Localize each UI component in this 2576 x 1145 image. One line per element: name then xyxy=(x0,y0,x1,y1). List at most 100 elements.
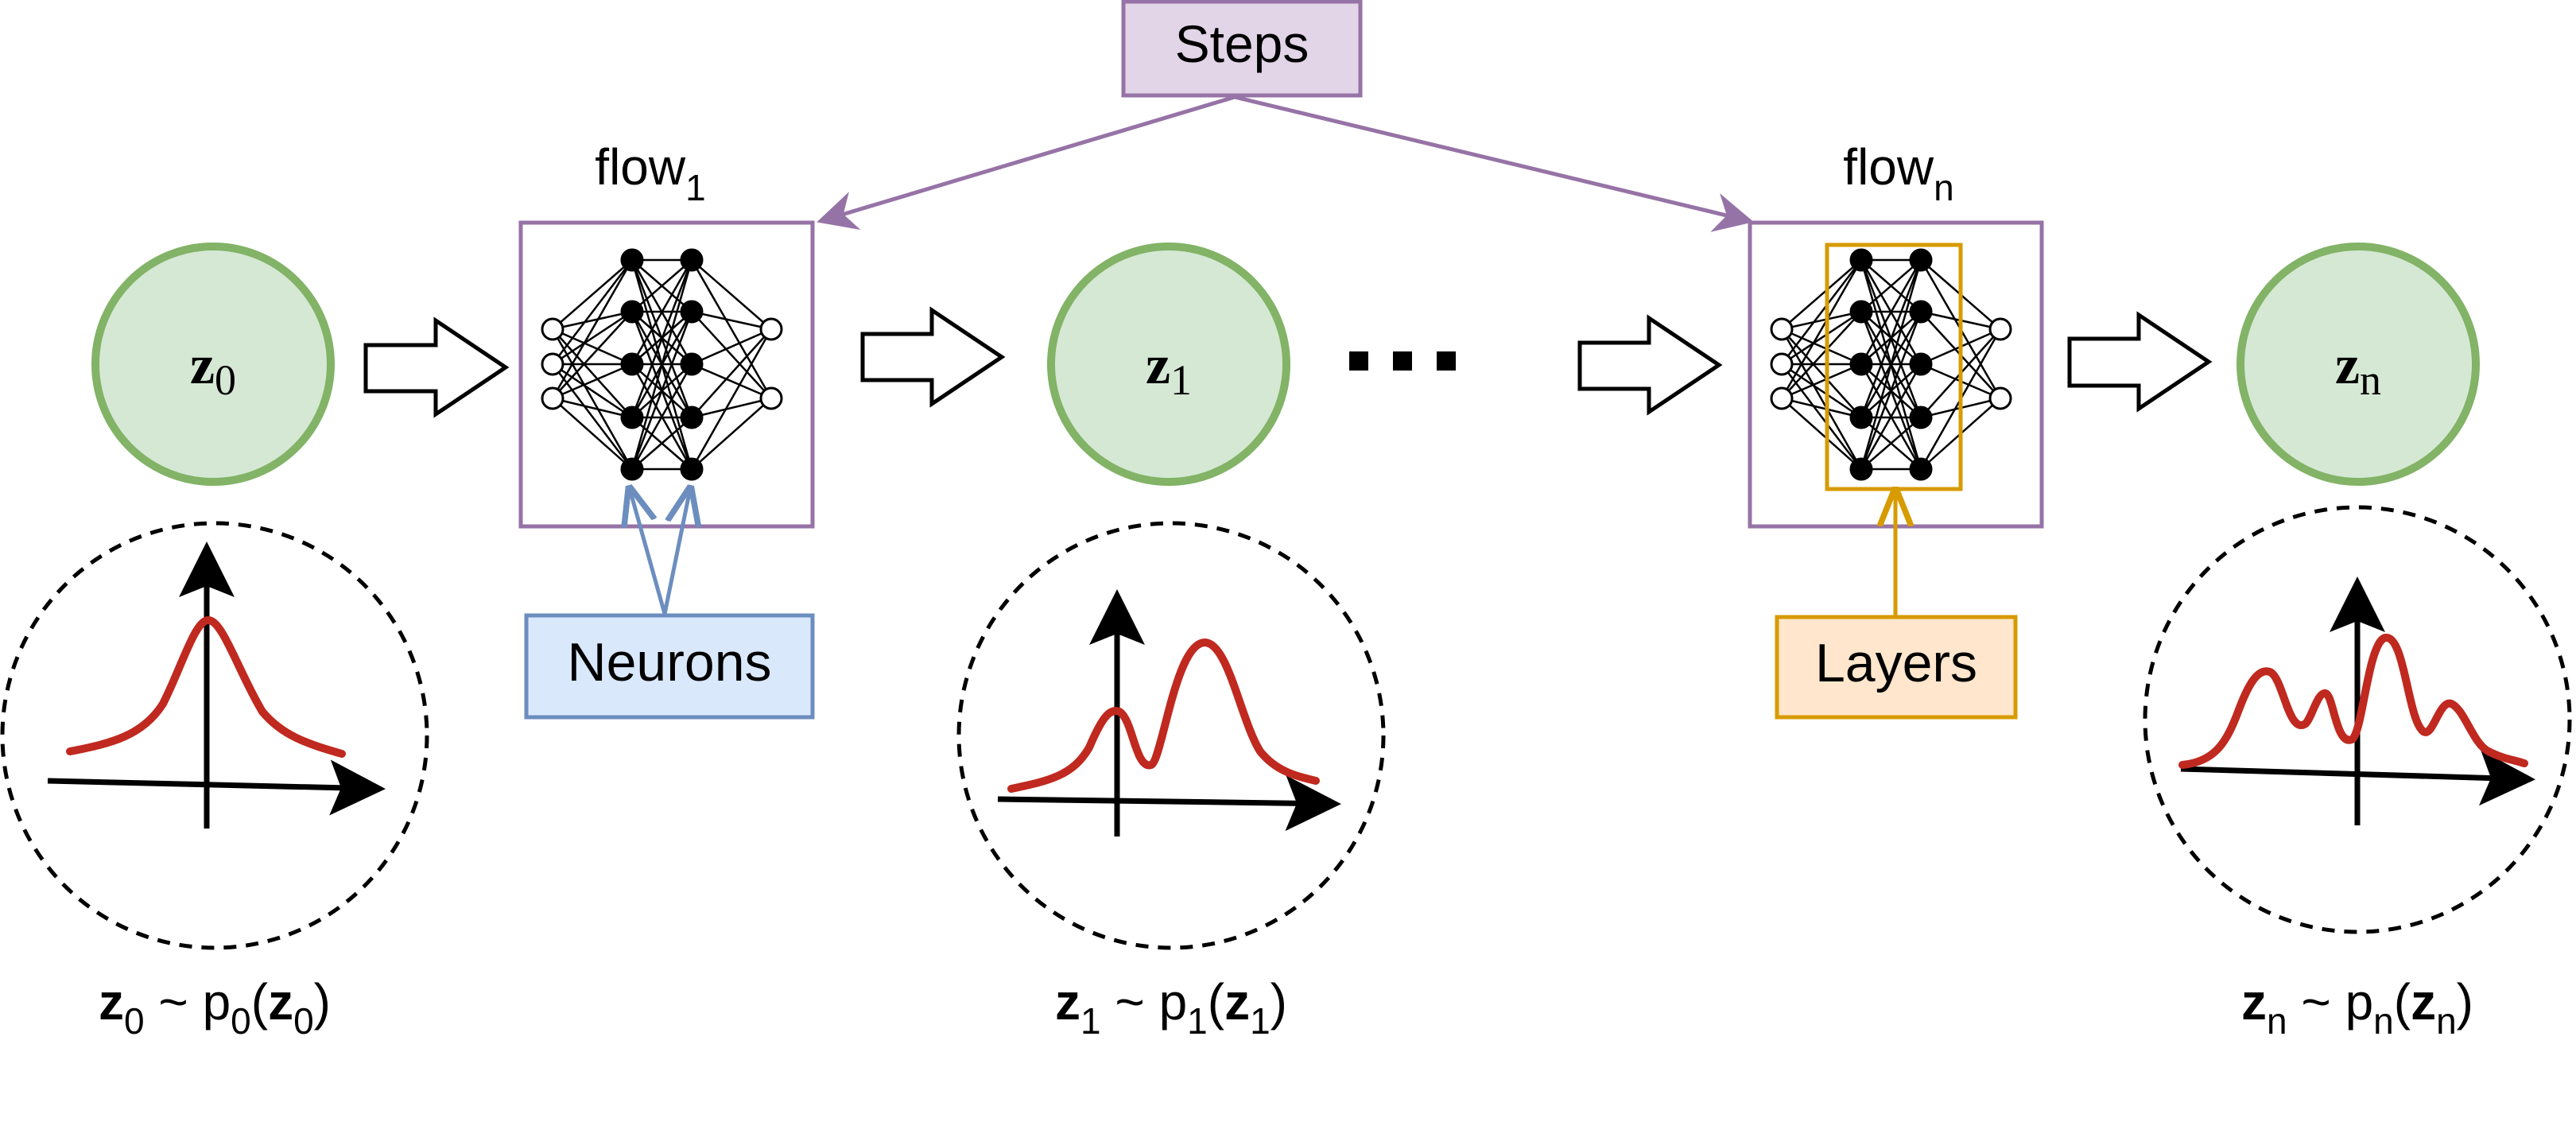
block-arrow-flow-to-zn xyxy=(2067,311,2213,413)
nn-connection xyxy=(631,259,692,312)
nn-connection xyxy=(691,363,772,400)
steps-label: Steps xyxy=(1175,14,1309,73)
layers-label: Layers xyxy=(1815,633,1977,693)
nn-connection xyxy=(691,310,772,331)
steps-arrow-to-flow-last xyxy=(1234,95,1754,232)
flow-last-label: flown xyxy=(1843,138,1953,208)
nn-connection xyxy=(552,363,633,400)
neural-network-first xyxy=(541,248,783,481)
nn-neuron xyxy=(759,317,783,341)
nn-neuron xyxy=(620,300,644,324)
nn-connection xyxy=(1781,310,1862,331)
formula-zn: zn ~ pn(zn) xyxy=(2241,973,2473,1042)
nn-connection xyxy=(1781,310,1862,366)
nn-connection xyxy=(552,259,633,365)
nn-connection xyxy=(630,259,693,418)
nn-neuron xyxy=(620,457,644,481)
steps-box: Steps xyxy=(1121,0,1363,98)
nn-neuron xyxy=(680,406,704,429)
formula-z0: z0 ~ p0(z0) xyxy=(99,973,331,1042)
nn-neuron xyxy=(1909,352,1933,376)
node-z1-label: z1 xyxy=(1146,335,1192,404)
block-arrow-flow-to-z1 xyxy=(860,306,1006,408)
node-zn: zn xyxy=(2237,243,2480,486)
steps-arrow-to-flow-first xyxy=(817,95,1236,231)
nn-connection xyxy=(1780,259,1863,399)
nn-neuron xyxy=(1849,406,1873,429)
nn-connection xyxy=(552,328,633,418)
nn-connection xyxy=(691,259,772,330)
neurons-box: Neurons xyxy=(524,613,815,720)
nn-connection xyxy=(552,363,633,470)
nn-connection xyxy=(1781,363,1862,470)
ellipsis-dots xyxy=(1349,351,1456,371)
nn-connection xyxy=(1860,363,1922,470)
nn-connection xyxy=(691,397,772,419)
nn-connection xyxy=(691,311,772,399)
block-arrow-dots-to-flow xyxy=(1577,314,1723,416)
nn-connection xyxy=(552,328,633,366)
nn-connection xyxy=(552,311,633,399)
node-zn-label: zn xyxy=(2335,335,2381,404)
nn-connection xyxy=(1781,328,1862,418)
nn-connection xyxy=(551,328,634,470)
nn-neuron xyxy=(1909,406,1933,429)
nn-neuron xyxy=(680,248,704,272)
nn-connection xyxy=(1860,259,1922,470)
nn-connection xyxy=(631,417,692,470)
nn-connection xyxy=(552,398,633,470)
nn-neuron xyxy=(1770,352,1794,376)
nn-connection xyxy=(690,328,773,470)
nn-connection xyxy=(1860,259,1922,365)
nn-connection xyxy=(1781,397,1862,419)
nn-neuron xyxy=(1770,386,1794,410)
nn-connection xyxy=(630,259,693,470)
nn-connection xyxy=(1780,328,1863,470)
nn-connection xyxy=(690,259,773,399)
distribution-plot-z0 xyxy=(0,521,429,950)
nn-neuron xyxy=(541,352,564,376)
nn-neuron xyxy=(1849,457,1873,481)
formula-z1: z1 ~ p1(z1) xyxy=(1055,973,1287,1042)
nn-neuron xyxy=(1770,317,1794,341)
nn-connection xyxy=(1860,417,1922,470)
nn-connection xyxy=(630,363,693,470)
nn-connection xyxy=(691,328,772,418)
nn-neuron xyxy=(620,352,644,376)
distribution-plot-zn xyxy=(2143,505,2572,934)
density-curve-z1 xyxy=(1007,638,1320,793)
nn-neuron xyxy=(1909,248,1933,272)
neurons-arrow-right xyxy=(662,489,690,615)
nn-connection xyxy=(1860,259,1922,312)
node-z0-label: z0 xyxy=(190,335,236,404)
node-z1: z1 xyxy=(1047,243,1290,486)
nn-connection xyxy=(630,259,693,365)
nn-neuron xyxy=(680,352,704,376)
nn-neuron xyxy=(541,317,564,341)
nn-connection xyxy=(552,310,633,366)
nn-connection xyxy=(552,259,633,330)
nn-neuron xyxy=(680,457,704,481)
block-arrow-z0-to-flow xyxy=(363,316,510,418)
nn-connection xyxy=(1781,311,1862,399)
nn-neuron xyxy=(1849,352,1873,376)
nn-connection xyxy=(551,259,634,399)
nn-neuron xyxy=(541,386,564,410)
nn-connection xyxy=(552,363,633,419)
nn-connection xyxy=(1781,363,1862,419)
nn-neuron xyxy=(620,406,644,429)
nn-neuron xyxy=(1988,317,2012,341)
density-curve-z0 xyxy=(66,615,346,758)
node-z0: z0 xyxy=(91,243,335,486)
nn-neuron xyxy=(620,248,644,272)
nn-neuron xyxy=(1849,300,1873,324)
nn-neuron xyxy=(759,386,783,410)
nn-connection xyxy=(1781,259,1862,365)
distribution-plot-z1 xyxy=(956,521,1386,950)
flow-first-label: flow1 xyxy=(595,138,705,208)
nn-neuron xyxy=(680,300,704,324)
neurons-label: Neurons xyxy=(567,632,771,693)
nn-neuron xyxy=(1988,386,2012,410)
nn-connection xyxy=(630,311,693,470)
